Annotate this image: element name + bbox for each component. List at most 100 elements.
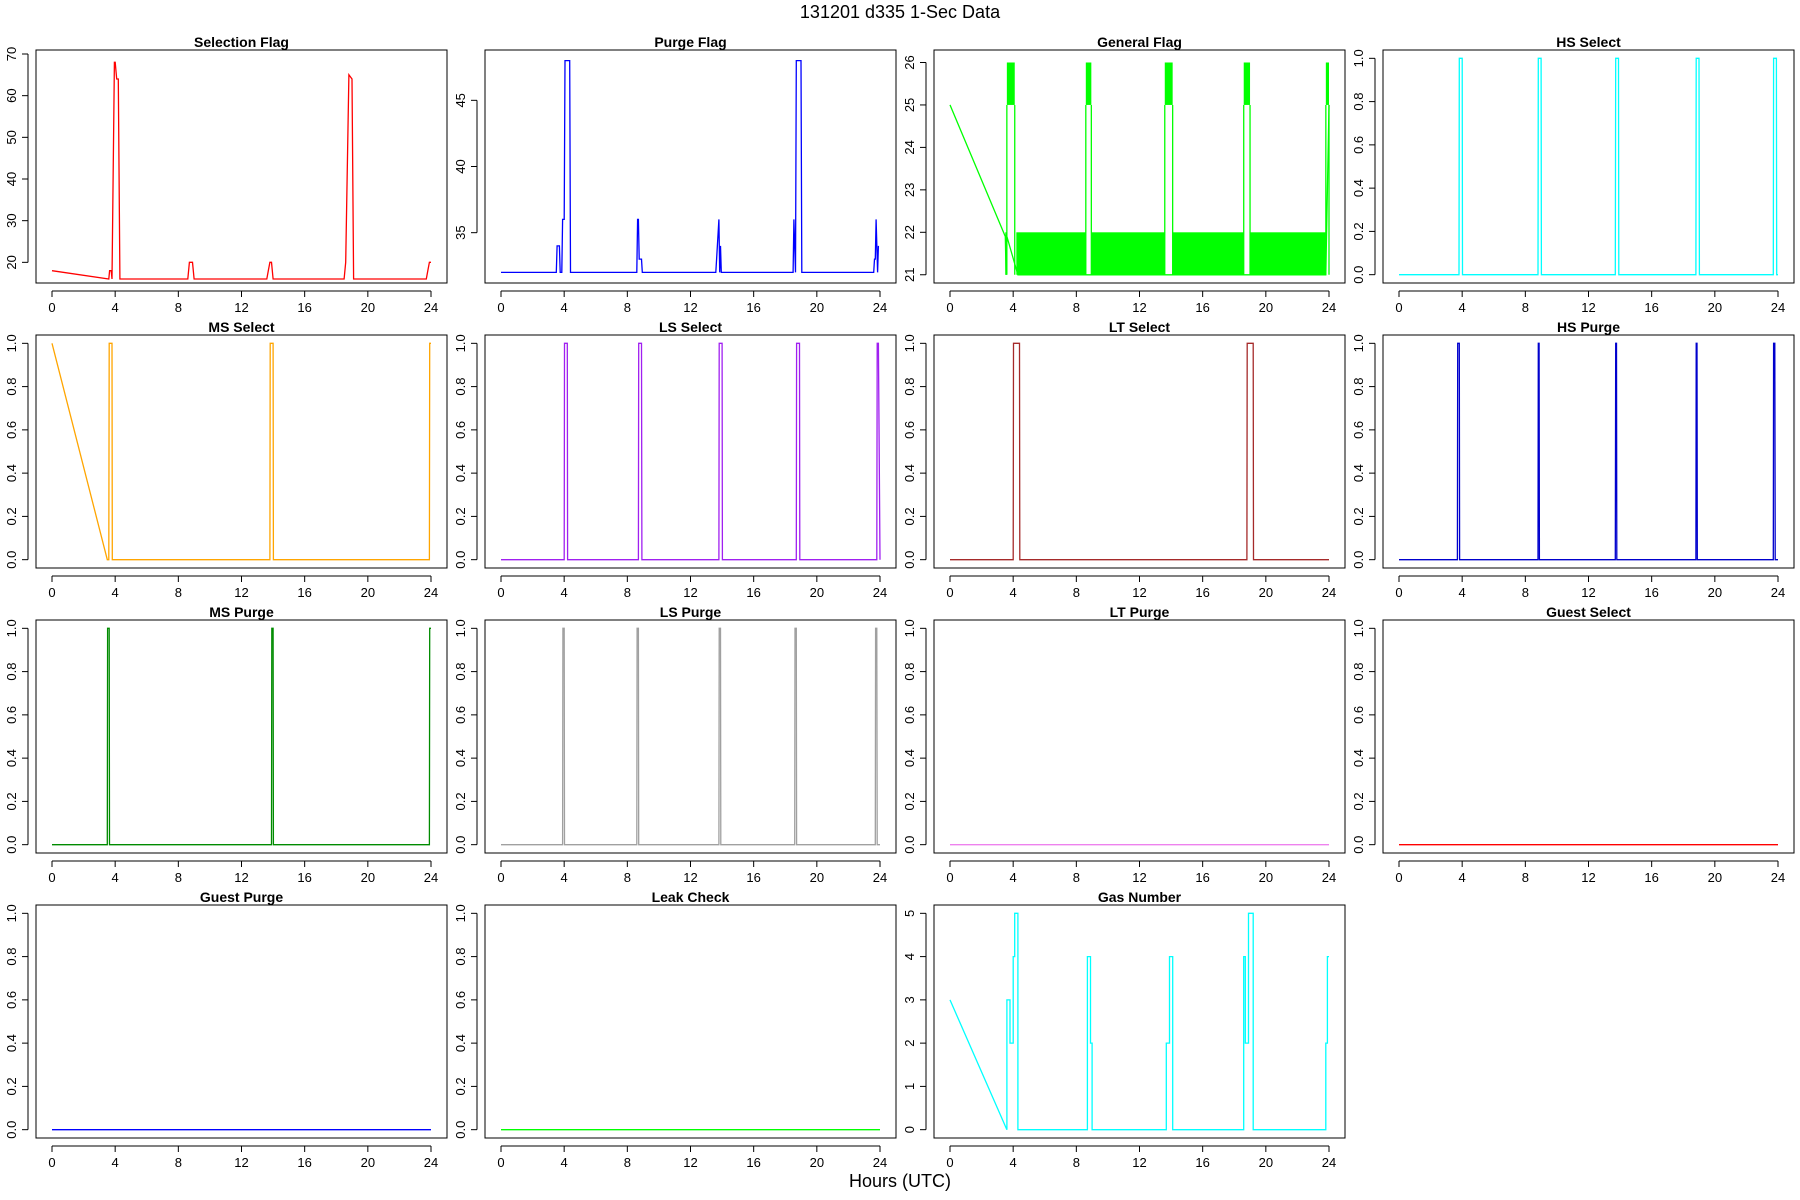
x-tick-label: 24 <box>1771 870 1785 885</box>
x-tick-label: 20 <box>1259 585 1273 600</box>
series-line <box>1399 57 1778 276</box>
y-tick-label: 0.6 <box>1351 136 1366 154</box>
panel-title: LT Purge <box>1110 604 1170 620</box>
y-tick-label: 22 <box>902 225 917 239</box>
series-line <box>51 61 431 280</box>
x-tick-label: 8 <box>624 1155 631 1170</box>
series-line <box>950 342 1329 561</box>
x-tick-label: 12 <box>1581 585 1595 600</box>
y-tick-label: 0.6 <box>902 421 917 439</box>
panel-8: HS Purge 0 4 8 12 16 20 24 0.0 0.2 0.4 0.6 0.8 1.0 <box>1351 319 1795 600</box>
x-tick-label: 12 <box>1581 300 1595 315</box>
y-tick-label: 0.6 <box>453 991 468 1009</box>
x-tick-label: 20 <box>810 585 824 600</box>
y-tick-label: 0.8 <box>453 948 468 966</box>
x-tick-label: 12 <box>1132 300 1146 315</box>
x-tick-label: 4 <box>561 585 568 600</box>
x-tick-label: 16 <box>1644 300 1658 315</box>
y-tick-label: 0.8 <box>1351 93 1366 111</box>
panel-title: Guest Select <box>1546 604 1631 620</box>
x-tick-label: 16 <box>1195 300 1209 315</box>
plot-frame <box>35 49 448 284</box>
y-tick-label: 1.0 <box>453 619 468 637</box>
x-tick-label: 12 <box>1132 1155 1146 1170</box>
x-tick-label: 0 <box>48 300 55 315</box>
panel-2: Purge Flag 0 4 8 12 16 20 24 35 40 45 <box>453 34 897 315</box>
series-line <box>501 59 880 274</box>
plot-frame <box>933 334 1346 569</box>
y-tick-label: 4 <box>902 953 917 960</box>
y-tick-label: 0.0 <box>902 836 917 854</box>
x-tick-label: 0 <box>497 870 504 885</box>
panel-9: MS Purge 0 4 8 12 16 20 24 0.0 0.2 0.4 0.6 0.8 1.0 <box>4 604 448 885</box>
x-tick-label: 16 <box>1195 870 1209 885</box>
x-tick-label: 4 <box>1010 300 1017 315</box>
plot-frame <box>484 904 897 1139</box>
plot-frame <box>1382 334 1795 569</box>
y-tick-label: 26 <box>902 55 917 69</box>
x-tick-label: 20 <box>1708 300 1722 315</box>
plot-frame <box>484 334 897 569</box>
y-tick-label: 0.0 <box>4 1121 19 1139</box>
x-tick-label: 0 <box>1395 300 1402 315</box>
panel-12: Guest Select 0 4 8 12 16 20 24 0.0 0.2 0.4 0.6 0.8 1.… <box>1351 604 1795 885</box>
x-tick-label: 24 <box>873 585 887 600</box>
x-tick-label: 12 <box>234 585 248 600</box>
x-tick-label: 4 <box>1459 300 1466 315</box>
x-tick-label: 24 <box>424 870 438 885</box>
y-tick-label: 23 <box>902 183 917 197</box>
panel-1: Selection Flag 0 4 8 12 16 20 24 20 30 40 50 60 70 <box>4 34 448 315</box>
x-tick-label: 12 <box>683 300 697 315</box>
x-tick-label: 20 <box>361 870 375 885</box>
x-tick-label: 8 <box>1073 585 1080 600</box>
plot-frame <box>1382 619 1795 854</box>
x-tick-label: 0 <box>946 870 953 885</box>
x-tick-label: 0 <box>946 585 953 600</box>
x-tick-label: 0 <box>497 1155 504 1170</box>
x-tick-label: 0 <box>1395 870 1402 885</box>
x-tick-label: 24 <box>424 585 438 600</box>
y-tick-label: 0.6 <box>4 991 19 1009</box>
series-line <box>501 627 880 846</box>
y-tick-label: 0.0 <box>1351 266 1366 284</box>
x-tick-label: 16 <box>746 585 760 600</box>
y-tick-label: 0.2 <box>453 792 468 810</box>
y-tick-label: 0.0 <box>453 836 468 854</box>
x-tick-label: 4 <box>112 870 119 885</box>
x-tick-label: 12 <box>683 585 697 600</box>
panel-7: LT Select 0 4 8 12 16 20 24 0.0 0.2 0.4 0.6 0.8 1.0 <box>902 319 1346 600</box>
x-tick-label: 8 <box>175 585 182 600</box>
panel-13: Guest Purge 0 4 8 12 16 20 24 0.0 0.2 0.4 0.6 0.8 1.0 <box>4 889 448 1170</box>
y-tick-label: 1.0 <box>1351 334 1366 352</box>
panel-title: MS Purge <box>209 604 274 620</box>
plot-frame <box>484 619 897 854</box>
y-tick-label: 0.0 <box>1351 836 1366 854</box>
x-tick-label: 12 <box>1132 585 1146 600</box>
plot-frame <box>933 49 1346 284</box>
y-tick-label: 0.8 <box>902 663 917 681</box>
y-tick-label: 3 <box>902 996 917 1003</box>
x-tick-label: 0 <box>497 300 504 315</box>
x-tick-label: 20 <box>361 300 375 315</box>
y-tick-label: 0.6 <box>453 706 468 724</box>
series-line <box>949 912 1329 1131</box>
panel-title: HS Purge <box>1557 319 1620 335</box>
y-tick-label: 0.4 <box>1351 464 1366 482</box>
x-tick-label: 16 <box>297 870 311 885</box>
y-tick-label: 0.2 <box>4 792 19 810</box>
x-tick-label: 8 <box>624 870 631 885</box>
y-tick-label: 0.8 <box>1351 663 1366 681</box>
x-tick-label: 8 <box>1522 870 1529 885</box>
x-tick-label: 16 <box>746 1155 760 1170</box>
page-title: 131201 d335 1-Sec Data <box>799 2 1001 22</box>
x-tick-label: 0 <box>48 870 55 885</box>
y-tick-label: 1.0 <box>1351 49 1366 67</box>
x-tick-label: 8 <box>175 870 182 885</box>
x-tick-label: 16 <box>746 300 760 315</box>
flag-block-low <box>1016 232 1086 275</box>
flag-block-high <box>1085 62 1092 105</box>
y-tick-label: 0.4 <box>4 464 19 482</box>
x-tick-label: 24 <box>424 300 438 315</box>
y-tick-label: 1.0 <box>1351 619 1366 637</box>
